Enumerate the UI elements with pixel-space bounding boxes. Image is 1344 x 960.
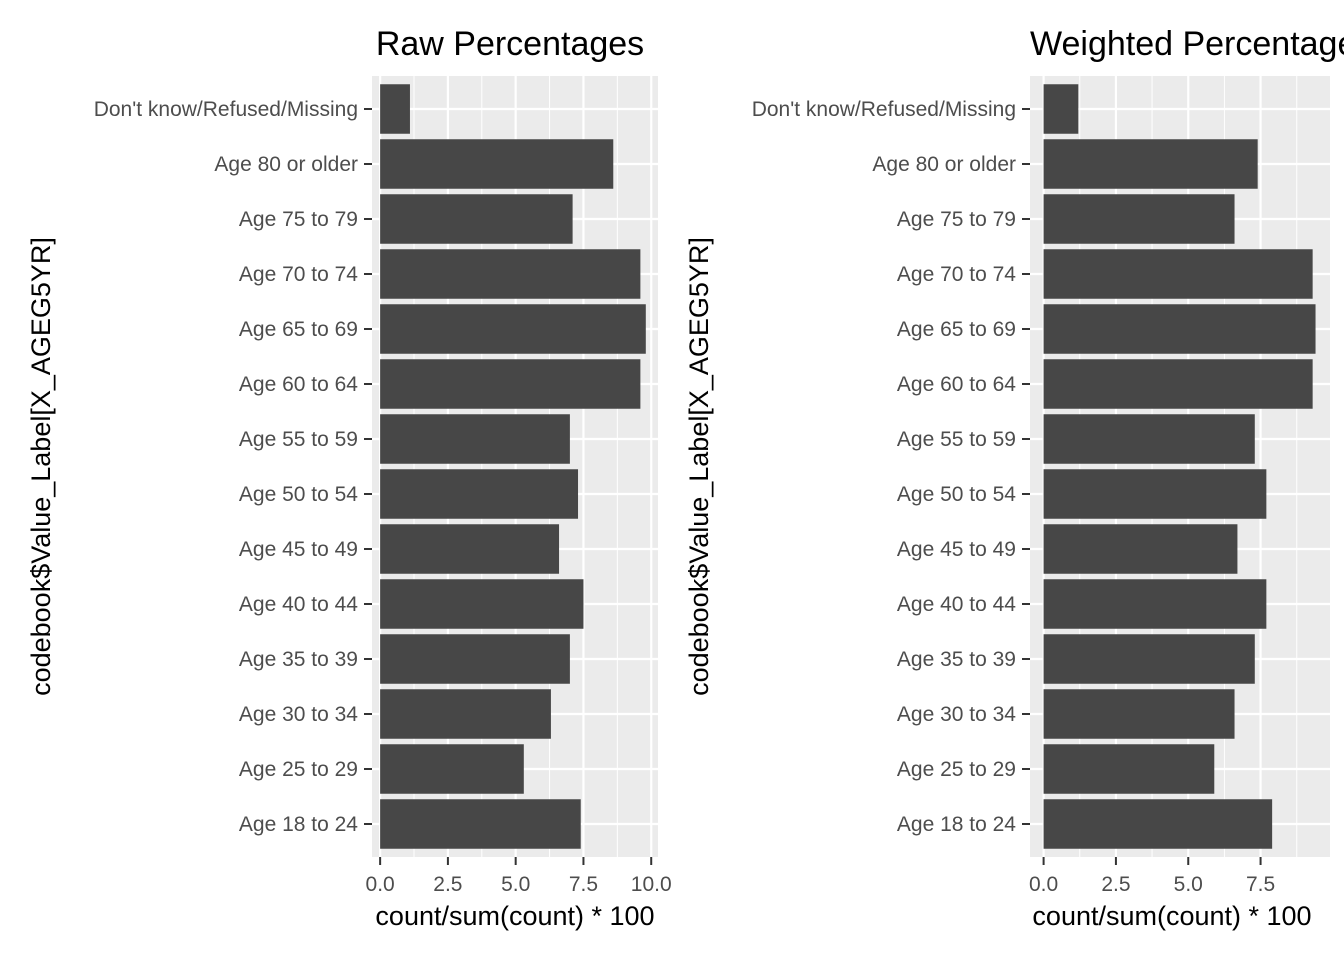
bar-age-60-to-64 — [380, 359, 641, 409]
y-tick-label: Age 65 to 69 — [897, 318, 1016, 341]
bar-age-60-to-64 — [1043, 359, 1313, 409]
y-tick-label: Age 45 to 49 — [239, 538, 358, 561]
bar-age-55-to-59 — [380, 414, 570, 464]
bar-age-18-to-24 — [380, 799, 581, 849]
x-axis-label: count/sum(count) * 100 — [1032, 901, 1311, 931]
bar-age-50-to-54 — [380, 469, 579, 519]
bar-age-70-to-74 — [1043, 249, 1313, 299]
y-tick-label: Age 30 to 34 — [897, 703, 1016, 726]
y-tick-label: Age 25 to 29 — [897, 758, 1016, 781]
bar-age-80-or-older — [1043, 139, 1258, 189]
bar-age-65-to-69 — [1043, 304, 1316, 354]
y-tick-label: Age 18 to 24 — [897, 813, 1016, 836]
bar-age-50-to-54 — [1043, 469, 1267, 519]
x-tick-label: 5.0 — [1174, 873, 1203, 896]
bar-age-65-to-69 — [380, 304, 646, 354]
y-tick-label: Age 75 to 79 — [239, 208, 358, 231]
x-tick-label: 0.0 — [366, 873, 395, 896]
y-tick-label: Age 70 to 74 — [239, 263, 358, 286]
bar-don-t-know-refused-missing — [1043, 84, 1079, 134]
x-tick-label: 5.0 — [501, 873, 530, 896]
bar-age-75-to-79 — [1043, 194, 1235, 244]
y-tick-label: Age 80 or older — [872, 153, 1016, 176]
y-tick-label: Age 18 to 24 — [239, 813, 358, 836]
y-axis-label: codebook$Value_Label[X_AGEG5YR] — [26, 237, 56, 696]
y-tick-label: Age 60 to 64 — [897, 373, 1016, 396]
y-tick-label: Age 50 to 54 — [239, 483, 358, 506]
y-tick-label: Age 35 to 39 — [897, 648, 1016, 671]
bar-age-80-or-older — [380, 139, 614, 189]
chart-title: Raw Percentages — [376, 25, 644, 63]
bar-age-70-to-74 — [380, 249, 641, 299]
y-tick-label: Age 50 to 54 — [897, 483, 1016, 506]
y-tick-label: Age 70 to 74 — [897, 263, 1016, 286]
y-tick-label: Don't know/Refused/Missing — [752, 98, 1016, 121]
bar-age-35-to-39 — [1043, 634, 1255, 684]
bar-age-75-to-79 — [380, 194, 573, 244]
y-tick-label: Age 35 to 39 — [239, 648, 358, 671]
bar-age-55-to-59 — [1043, 414, 1255, 464]
panel-background — [1030, 76, 1330, 857]
bar-age-40-to-44 — [380, 579, 584, 629]
bar-age-45-to-49 — [1043, 524, 1238, 574]
y-tick-label: Age 60 to 64 — [239, 373, 358, 396]
y-tick-label: Age 40 to 44 — [239, 593, 358, 616]
y-tick-label: Age 45 to 49 — [897, 538, 1016, 561]
y-tick-label: Age 65 to 69 — [239, 318, 358, 341]
bar-age-35-to-39 — [380, 634, 570, 684]
x-tick-label: 7.5 — [1246, 873, 1275, 896]
y-tick-label: Age 80 or older — [214, 153, 358, 176]
y-tick-label: Age 40 to 44 — [897, 593, 1016, 616]
x-tick-label: 2.5 — [433, 873, 462, 896]
y-tick-label: Age 75 to 79 — [897, 208, 1016, 231]
bar-age-30-to-34 — [380, 689, 551, 739]
y-axis-label: codebook$Value_Label[X_AGEG5YR] — [684, 237, 714, 696]
x-tick-label: 10.0 — [631, 873, 672, 896]
y-tick-label: Age 30 to 34 — [239, 703, 358, 726]
y-tick-label: Age 25 to 29 — [239, 758, 358, 781]
panel-1: Age 18 to 24 Age 25 to 29 Age 30 to 34 Age … — [26, 25, 672, 931]
bar-don-t-know-refused-missing — [380, 84, 410, 134]
bar-age-25-to-29 — [1043, 744, 1215, 794]
bar-age-30-to-34 — [1043, 689, 1235, 739]
bar-age-18-to-24 — [1043, 799, 1273, 849]
x-tick-label: 7.5 — [569, 873, 598, 896]
panel-2: Age 18 to 24 Age 25 to 29 Age 30 to 34 Age … — [684, 25, 1344, 931]
bar-age-45-to-49 — [380, 524, 560, 574]
chart-title: Weighted Percentages — [1030, 25, 1344, 63]
y-tick-label: Don't know/Refused/Missing — [94, 98, 358, 121]
bar-age-25-to-29 — [380, 744, 524, 794]
x-tick-label: 0.0 — [1029, 873, 1058, 896]
x-axis-label: count/sum(count) * 100 — [375, 901, 654, 931]
y-tick-label: Age 55 to 59 — [239, 428, 358, 451]
x-tick-label: 2.5 — [1101, 873, 1130, 896]
y-tick-label: Age 55 to 59 — [897, 428, 1016, 451]
bar-age-40-to-44 — [1043, 579, 1267, 629]
